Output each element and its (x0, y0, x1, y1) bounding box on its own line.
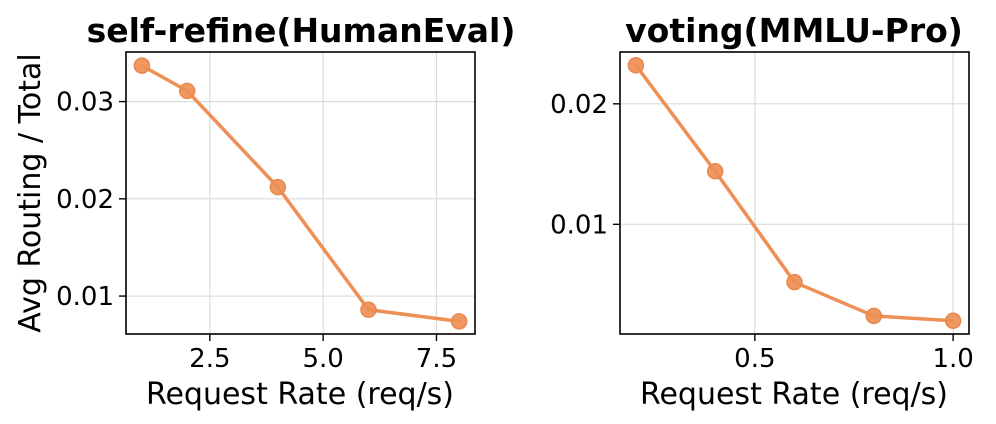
series-line (140, 63, 461, 324)
data-point (786, 273, 803, 291)
data-point (865, 307, 883, 325)
x-tick-label: 0.5 (734, 344, 775, 374)
y-tick-label: 0.02 (56, 185, 114, 215)
x-tick-label: 1.0 (932, 344, 973, 374)
data-point (360, 301, 377, 318)
chart-panel-voting: voting(MMLU-Pro) 0.5 1.0 0.01 0.02 Request … (550, 11, 974, 412)
chart-title: voting(MMLU-Pro) (625, 11, 963, 50)
plot-area-frame (125, 51, 476, 335)
data-point (627, 57, 645, 74)
y-tick-label: 0.01 (550, 210, 608, 240)
y-tick-label: 0.01 (56, 282, 114, 312)
y-tick-label: 0.02 (550, 90, 608, 120)
chart-title: self-refine(HumanEval) (87, 11, 516, 50)
data-point (269, 178, 287, 196)
x-tick-label: 7.5 (416, 344, 457, 374)
chart-panel-self-refine: self-refine(HumanEval) 2.5 5.0 7.5 0.01 0.02… (56, 11, 515, 412)
y-tick-label: 0.03 (56, 88, 114, 118)
data-point (450, 313, 468, 330)
x-axis-label: Request Rate (req/s) (146, 377, 454, 412)
plot-area-frame (619, 51, 970, 335)
y-axis-label: Avg Routing / Total (13, 53, 48, 332)
data-point (178, 82, 196, 100)
x-tick-label: 2.5 (189, 344, 230, 374)
x-tick-label: 5.0 (302, 344, 343, 374)
data-point (133, 57, 151, 74)
data-point (944, 312, 962, 329)
data-point (706, 163, 724, 180)
x-axis-label: Request Rate (req/s) (640, 377, 948, 412)
